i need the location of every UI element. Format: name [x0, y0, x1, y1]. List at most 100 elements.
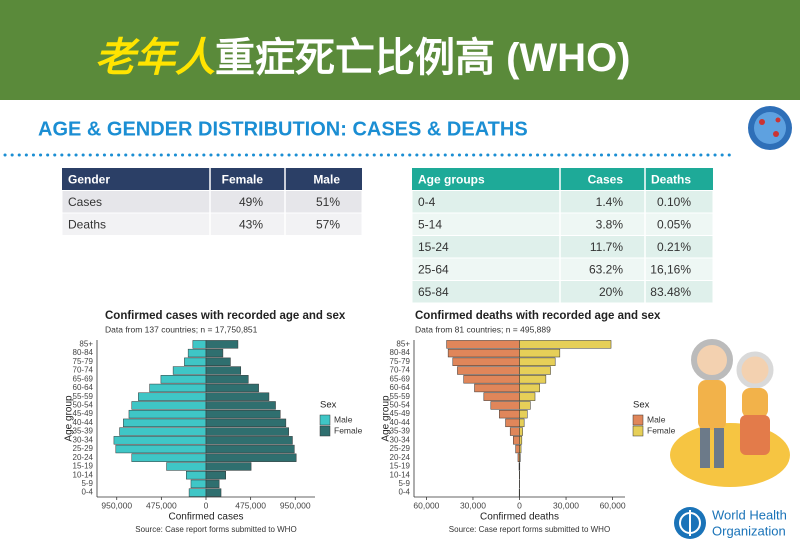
logo-line2: Organization	[712, 523, 786, 538]
x-tick-label: 950,000	[280, 500, 311, 510]
table-cell: 63.2%	[589, 262, 623, 276]
bar	[519, 444, 522, 454]
bar	[519, 427, 523, 436]
y-tick-label: 25-29	[390, 444, 411, 453]
bar	[205, 366, 242, 375]
bar	[190, 479, 207, 489]
source-note: Source: Case report forms submitted to W…	[135, 525, 296, 534]
bar	[113, 436, 207, 445]
table-cell: 15-24	[418, 240, 449, 254]
header-title: 老年人重症死亡比例高 (WHO)	[95, 36, 631, 80]
bar	[186, 471, 207, 480]
y-axis-title: Age group	[64, 395, 75, 442]
bar	[205, 471, 226, 480]
y-tick-label: 15-19	[390, 462, 411, 471]
table-cell: 0.05%	[657, 217, 691, 231]
y-tick-label: 60-64	[390, 383, 411, 392]
y-tick-label: 30-34	[73, 435, 94, 444]
y-tick-label: 45-49	[390, 409, 411, 418]
bar	[205, 409, 281, 419]
table-cell: 1.4%	[596, 195, 624, 209]
y-tick-label: 55-59	[390, 392, 411, 401]
y-tick-label: 85+	[396, 339, 410, 348]
bar	[128, 409, 207, 419]
bar	[519, 340, 612, 349]
y-tick-label: 10-14	[73, 470, 94, 479]
bar	[519, 418, 525, 428]
table-cell: 0.21%	[657, 240, 691, 254]
x-tick-label: 30,000	[460, 500, 486, 510]
table-header: Cases	[588, 172, 624, 186]
bar	[446, 340, 520, 349]
bar	[519, 375, 547, 384]
virus-icon	[748, 106, 792, 150]
y-tick-label: 0-4	[398, 488, 410, 497]
table-row-bg	[411, 280, 714, 304]
legend-swatch	[319, 425, 331, 437]
x-tick-label: 0	[204, 500, 209, 510]
bar	[463, 375, 520, 384]
table-cell: 51%	[316, 195, 340, 209]
table-header: Deaths	[651, 172, 691, 186]
y-tick-label: 15-19	[73, 462, 94, 471]
legend-label: Male	[334, 414, 353, 424]
bar	[519, 453, 521, 462]
x-tick-label: 0	[517, 500, 522, 510]
y-tick-label: 25-29	[73, 444, 94, 453]
bar	[205, 444, 295, 454]
y-tick-label: 0-4	[81, 488, 93, 497]
table-header-bg	[412, 168, 713, 191]
y-tick-label: 85+	[79, 339, 93, 348]
y-tick-label: 35-39	[73, 427, 94, 436]
bar	[452, 357, 520, 366]
x-tick-label: 60,000	[600, 500, 626, 510]
y-tick-label: 5-9	[81, 479, 93, 488]
bar	[205, 462, 252, 471]
bar	[483, 392, 520, 401]
table-cell: 3.8%	[596, 217, 624, 231]
table-cell: 0-4	[418, 195, 436, 209]
bar	[205, 357, 231, 366]
legend-swatch	[319, 414, 331, 426]
bar	[205, 479, 220, 489]
source-note: Source: Case report forms submitted to W…	[449, 525, 610, 534]
y-tick-label: 80-84	[73, 348, 94, 357]
table-cell: 25-64	[418, 262, 449, 276]
bar	[187, 348, 207, 358]
x-tick-label: 475,000	[146, 500, 177, 510]
bar	[457, 366, 520, 375]
charts: Confirmed cases with recorded age and se…	[64, 310, 676, 534]
title-rest: 重症死亡比例高 (WHO)	[215, 36, 631, 80]
table-cell: 16,16%	[650, 262, 691, 276]
bar	[205, 340, 239, 349]
table-cell: 49%	[239, 195, 263, 209]
bar	[123, 418, 207, 428]
bar	[205, 436, 293, 445]
legend-swatch	[632, 414, 644, 426]
bar	[447, 348, 520, 358]
bar	[149, 383, 207, 393]
x-tick-label: 60,000	[413, 500, 439, 510]
table-cell: 83.48%	[650, 285, 691, 299]
bar	[205, 375, 249, 384]
table-header: Female	[222, 172, 264, 186]
table-cell: 5-14	[418, 217, 442, 231]
y-tick-label: 40-44	[390, 418, 411, 427]
table-cell: Deaths	[68, 217, 106, 231]
bar	[505, 418, 520, 428]
chart-title: Confirmed deaths with recorded age and s…	[415, 310, 661, 322]
section-title: AGE & GENDER DISTRIBUTION: CASES & DEATH…	[38, 118, 528, 140]
x-axis-title: Confirmed cases	[168, 512, 243, 523]
bar	[184, 357, 207, 366]
legend-label: Female	[334, 425, 363, 435]
bar	[166, 462, 207, 471]
bar	[515, 444, 520, 454]
chart-subtitle: Data from 137 countries; n = 17,750,851	[105, 324, 258, 334]
y-tick-label: 50-54	[390, 401, 411, 410]
y-axis-title: Age group	[381, 395, 392, 442]
y-tick-label: 55-59	[73, 392, 94, 401]
bar	[205, 401, 276, 410]
legend-swatch	[632, 425, 644, 437]
bar	[205, 453, 297, 462]
